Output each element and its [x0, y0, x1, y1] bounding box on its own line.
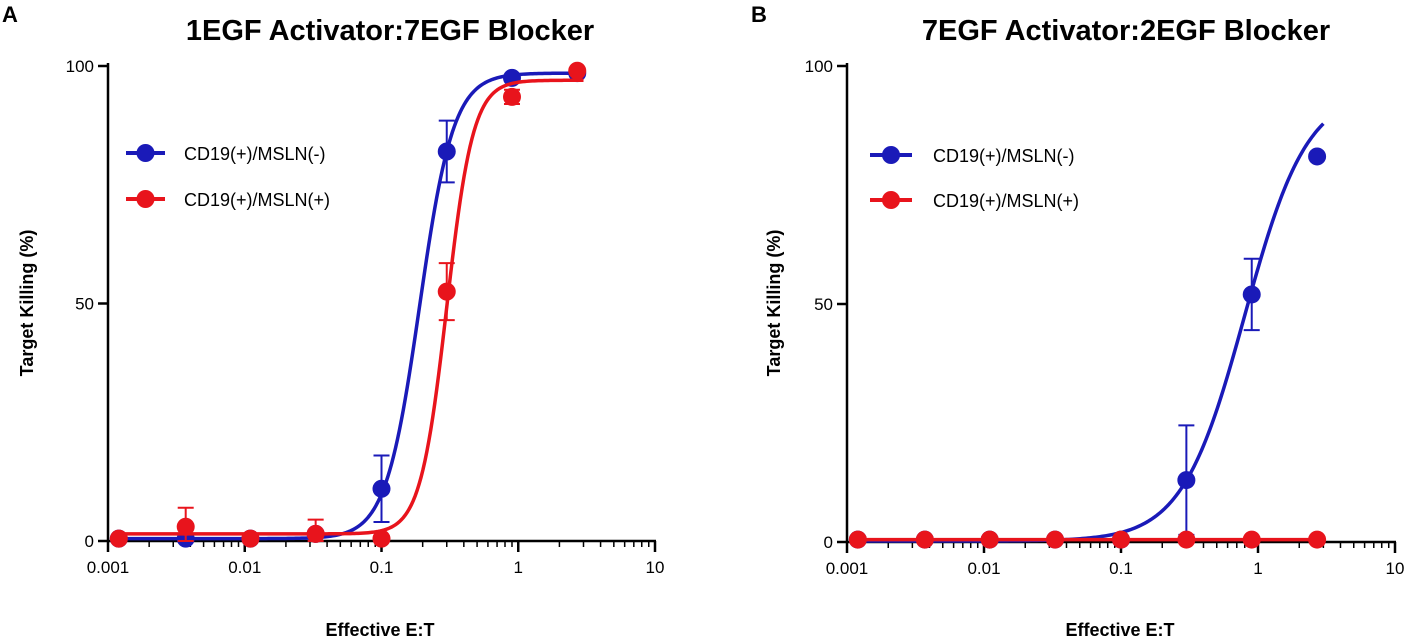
- legend-item: CD19(+)/MSLN(+): [870, 191, 1079, 211]
- data-point: [109, 529, 128, 548]
- y-tick-label: 50: [75, 295, 94, 314]
- fit-curve: [113, 78, 584, 536]
- data-point: [1242, 530, 1261, 549]
- data-point: [1308, 147, 1327, 166]
- x-tick-label: 1: [1253, 559, 1262, 578]
- legend-item: CD19(+)/MSLN(-): [870, 146, 1075, 166]
- legend-item: CD19(+)/MSLN(-): [126, 144, 326, 164]
- data-point: [1046, 530, 1065, 549]
- legend-label: CD19(+)/MSLN(+): [184, 190, 330, 210]
- panel-letter: B: [751, 2, 767, 27]
- y-tick-label: 0: [824, 533, 833, 552]
- data-point: [372, 529, 391, 548]
- y-tick-label: 0: [85, 532, 94, 551]
- data-point: [1112, 530, 1130, 549]
- fit-curve: [852, 122, 1325, 543]
- data-point: [1177, 471, 1196, 490]
- y-tick-label: 100: [805, 57, 833, 76]
- x-tick-label: 0.01: [228, 558, 261, 577]
- data-point: [1177, 530, 1196, 549]
- legend-item: CD19(+)/MSLN(+): [126, 190, 330, 210]
- data-point: [568, 61, 587, 80]
- data-point: [1242, 285, 1261, 304]
- legend-marker: [882, 146, 900, 164]
- data-point: [1308, 530, 1327, 549]
- data-point: [372, 479, 391, 498]
- x-tick-label: 0.1: [1109, 559, 1133, 578]
- data-point: [306, 524, 325, 543]
- data-point: [241, 529, 260, 548]
- series-msln-neg: [109, 64, 587, 548]
- legend-marker: [136, 190, 155, 208]
- data-point: [502, 87, 521, 106]
- y-tick-label: 50: [814, 295, 833, 314]
- data-point: [915, 530, 934, 549]
- data-point: [437, 142, 456, 161]
- x-tick-label: 1: [514, 558, 523, 577]
- series-msln-pos: [848, 530, 1327, 549]
- chart-title: 1EGF Activator:7EGF Blocker: [186, 15, 594, 47]
- y-axis-label: Target Killing (%): [17, 230, 37, 377]
- series-msln-pos: [109, 61, 587, 548]
- data-point: [437, 282, 456, 301]
- legend-label: CD19(+)/MSLN(-): [184, 144, 326, 164]
- legend-marker: [136, 144, 155, 162]
- x-tick-label: 10: [646, 558, 665, 577]
- x-tick-label: 0.1: [370, 558, 394, 577]
- x-axis-label: Effective E:T: [325, 620, 434, 640]
- fit-curve: [113, 71, 584, 541]
- x-tick-label: 0.001: [826, 559, 869, 578]
- y-axis-label: Target Killing (%): [764, 230, 784, 377]
- chart-panel-b: B 7EGF Activator:2EGF Blocker 0 50 100 0.001 0…: [751, 2, 1404, 640]
- x-axis-label: Effective E:T: [1065, 620, 1174, 640]
- legend-label: CD19(+)/MSLN(-): [933, 146, 1075, 166]
- series-msln-neg: [848, 122, 1327, 549]
- y-tick-label: 100: [66, 57, 94, 76]
- data-point: [980, 530, 999, 549]
- legend-label: CD19(+)/MSLN(+): [933, 191, 1079, 211]
- x-tick-label: 0.001: [87, 558, 130, 577]
- data-point: [848, 530, 867, 549]
- x-tick-label: 0.01: [967, 559, 1000, 578]
- x-tick-label: 10: [1386, 559, 1405, 578]
- chart-title: 7EGF Activator:2EGF Blocker: [922, 15, 1330, 47]
- legend-marker: [882, 191, 900, 209]
- chart-panel-a: A 1EGF Activator:7EGF Blocker 0 50 100 0.001 0…: [2, 2, 664, 640]
- panel-letter: A: [2, 2, 18, 27]
- data-point: [176, 517, 195, 536]
